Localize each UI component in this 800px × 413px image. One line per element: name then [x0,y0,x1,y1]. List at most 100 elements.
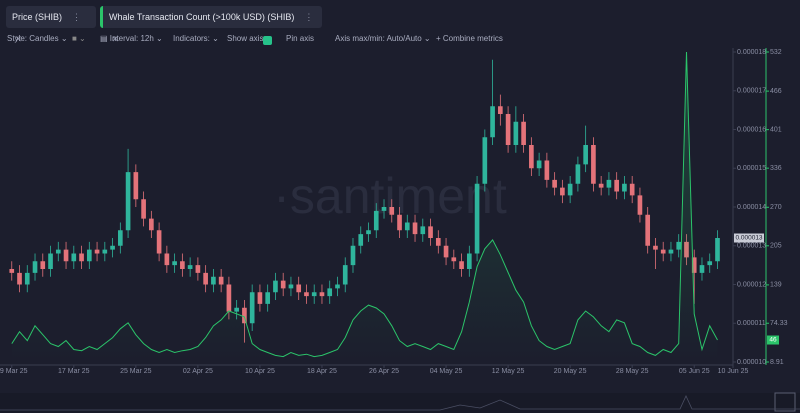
candle-body [598,183,604,188]
tab-label: Whale Transaction Count (>100k USD) (SHI… [109,12,295,22]
candle-body [211,276,216,285]
tab-controls[interactable]: ⋮ ✕ [12,12,82,44]
y2-tick-label: 270 [770,204,782,211]
candle-body [474,183,480,254]
x-tick-label: 10 Apr 25 [245,368,275,375]
candle-body [24,272,30,285]
price-tab[interactable]: Price (SHIB) ⋮ ✕ [6,6,96,44]
last-price-box [734,233,764,243]
tab-controls[interactable]: ⋮ ✕ [109,12,314,44]
style-select[interactable]: Style: Candles ⌄ [7,34,68,43]
candle-body [459,261,464,269]
candle-body [676,241,682,250]
candle-body [249,292,255,324]
candle-body [660,249,666,254]
candle-body [373,210,379,231]
show-axis[interactable]: Show axis [227,34,273,45]
candle-body [366,230,371,235]
candle-body [319,292,325,297]
candle-body [327,288,333,297]
navigator-line [0,395,800,411]
whale-line [11,51,718,358]
y-tick-label: 0.000013 [737,243,766,250]
candle-body [381,207,387,211]
candle-body [420,226,426,235]
y-tick-label: 0.000015 [737,165,766,172]
candle-body [521,121,526,145]
candle-body [490,106,495,138]
axis-range[interactable]: Axis max/min: Auto/Auto ⌄ [335,34,431,43]
y2-tick-label: 532 [770,49,782,56]
show-axis-label: Show axis [227,34,264,43]
candle-body [149,218,154,231]
x-tick-label: 12 May 25 [492,368,525,375]
candle-body [591,145,596,184]
x-tick-label: 10 Jun 25 [718,368,749,375]
candle-body [195,265,201,273]
x-tick-label: 17 Mar 25 [58,368,90,375]
candle-body [637,195,643,215]
candle-body [218,276,224,285]
candle-body [265,292,271,304]
candle-body [280,280,286,289]
y2-tick-label: 466 [770,88,782,95]
checkbox[interactable] [263,36,273,45]
style-label: Style: Candles [7,34,59,43]
candle-body [389,207,395,215]
candle-body [435,238,441,246]
candle-body [86,249,92,262]
navigator-handle[interactable] [774,392,796,412]
candle-body [187,265,193,269]
candle-body [404,222,410,231]
candle-body [342,265,348,285]
color-select[interactable]: ■ ⌄ [72,34,86,43]
combine-label: Combine metrics [442,34,503,43]
x-tick-label: 25 Mar 25 [120,368,152,375]
indicators-label: Indicators: [173,34,210,43]
candle-body [102,249,108,254]
y-tick-label: 0.000014 [737,204,766,211]
x-tick-label: 20 May 25 [554,368,587,375]
candle-body [691,257,697,273]
candle-body [629,183,635,196]
candle-body [606,179,612,188]
candle-body [94,249,100,254]
y2-tick-label: 74.33 [770,320,788,327]
combine-metrics[interactable]: + Combine metrics [436,34,503,43]
candle-body [71,253,77,262]
candle-body [544,160,550,180]
x-tick-label: 02 Apr 25 [183,368,213,375]
candle-body [273,280,278,293]
y2-tick-label: 139 [770,282,782,289]
candle-body [17,272,22,285]
candle-body [575,164,581,184]
candle-body [141,199,146,219]
navigator[interactable] [0,393,800,413]
candle-body [653,245,658,250]
y-tick-label: 0.000011 [737,320,766,327]
indicators-select[interactable]: Indicators: ⌄ [173,34,219,43]
candle-body [358,234,364,246]
candle-body [242,307,247,324]
tab-label: Price (SHIB) [12,12,63,22]
x-tick-label: 04 May 25 [430,368,463,375]
candle-body [622,183,627,192]
y-tick-label: 0.000016 [737,126,766,133]
interval-select[interactable]: ▤ Interval: 12h ⌄ [100,34,163,43]
candle-body [513,121,519,145]
y-tick-label: 0.000017 [737,88,766,95]
toolbar: Style: Candles ⌄ ■ ⌄ ▤ Interval: 12h ⌄ I… [0,32,800,46]
y-tick-label: 0.000018 [737,49,766,56]
x-tick-label: 09 Mar 25 [0,368,28,375]
whale-tab[interactable]: Whale Transaction Count (>100k USD) (SHI… [100,6,322,44]
axis-range-label: Axis max/min: Auto/Auto [335,34,422,43]
candle-body [583,145,588,165]
candle-body [536,160,542,169]
candle-body [9,269,15,273]
pin-axis[interactable]: Pin axis [286,34,314,43]
y-tick-label: 0.000012 [737,281,766,288]
y2-tick-label: 8.91 [770,359,784,366]
candle-body [304,292,309,297]
candle-body [156,230,162,254]
candle-body [645,214,651,246]
